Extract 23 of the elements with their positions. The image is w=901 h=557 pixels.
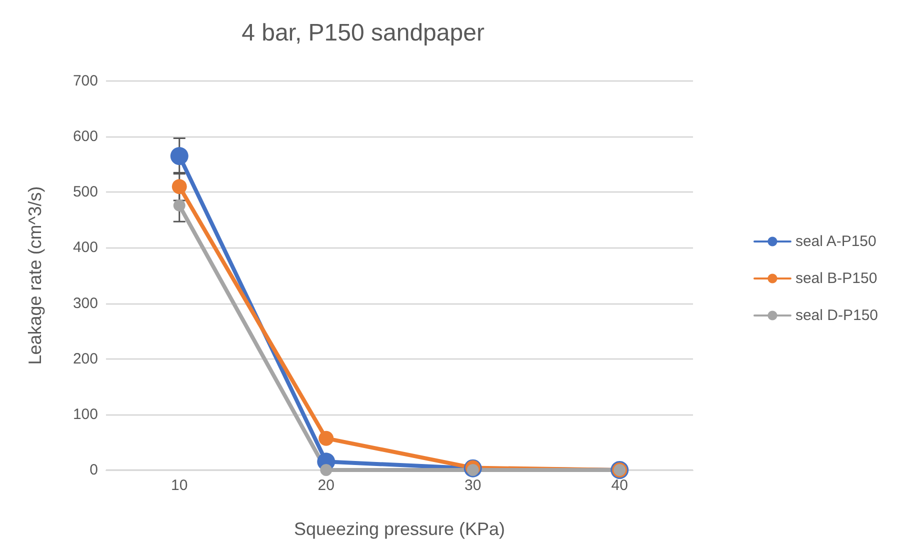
x-tick-label: 10: [171, 477, 188, 494]
y-tick-label: 500: [72, 184, 98, 201]
x-tick-label: 20: [318, 477, 334, 494]
point: [320, 464, 332, 476]
y-tick-label: 0: [90, 462, 98, 478]
point: [172, 179, 187, 194]
y-tick-label: 300: [72, 294, 98, 312]
y-axis-title: Leakage rate (cm^3/s): [25, 186, 45, 365]
y-tick-label: 600: [72, 128, 98, 146]
y-tick-label: 400: [72, 239, 98, 256]
legend-label: seal D-P150: [795, 307, 878, 324]
x-axis-title: Squeezing pressure (KPa): [294, 519, 506, 539]
chart-title: 4 bar, P150 sandpaper: [242, 20, 484, 46]
point: [318, 430, 334, 446]
y-tick-label: 200: [72, 350, 98, 368]
point: [170, 147, 188, 166]
point: [173, 199, 186, 212]
legend-label: seal B-P150: [795, 270, 878, 287]
x-tick-label: 30: [464, 477, 482, 494]
y-tick-label: 100: [72, 406, 98, 423]
x-tick-label: 40: [611, 477, 628, 494]
legend-label: seal A-P150: [795, 233, 876, 250]
y-tick-label: 700: [72, 72, 98, 90]
